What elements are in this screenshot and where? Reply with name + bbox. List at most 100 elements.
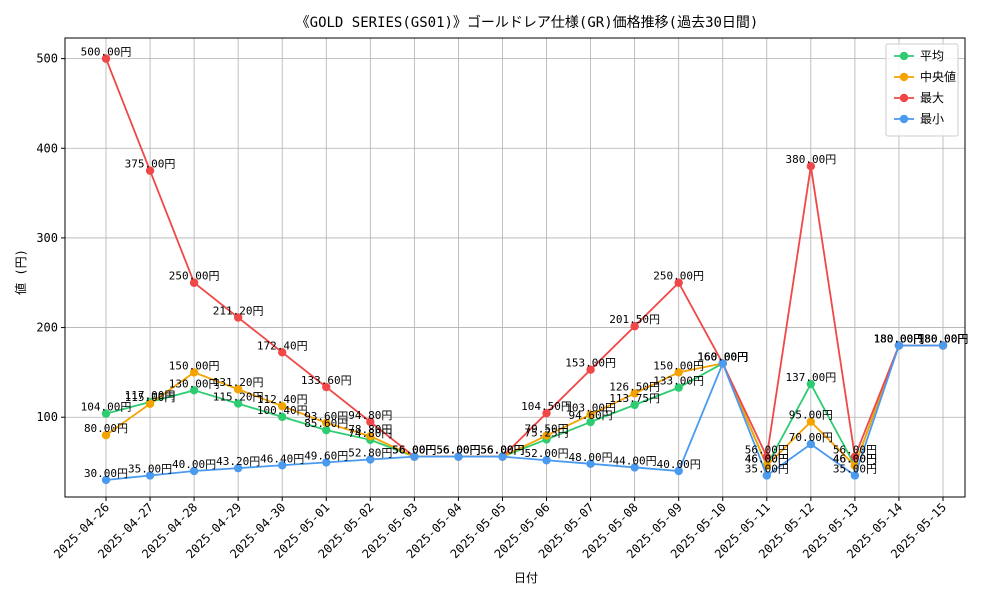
data-label: 104.00円 [81,401,132,414]
data-point [233,399,243,408]
data-point [630,322,639,331]
data-label: 172.40円 [257,339,308,352]
data-point [189,368,199,377]
data-label: 56.00円 [392,444,436,457]
legend-label: 最大 [920,91,944,105]
data-point [322,425,331,435]
y-tick-label: 100 [36,410,58,424]
data-label: 180.00円 [918,332,969,345]
data-label: 35.00円 [833,462,877,475]
data-label: 500.00円 [81,46,132,59]
data-label: 70.00円 [789,431,833,444]
data-label: 85.60円 [304,417,348,430]
data-label: 180.00円 [874,332,925,345]
data-label: 56.00円 [392,444,436,457]
data-label: 56.00円 [436,444,480,457]
data-point [145,471,155,480]
data-label: 94.80円 [348,409,392,422]
y-axis-ticks: 100 200 300 400 500 [36,52,65,424]
data-point [145,166,155,175]
y-tick-label: 500 [36,52,58,66]
data-point [278,348,287,357]
data-point [101,430,111,440]
data-label: 46.00円 [745,453,789,466]
data-label: 56.00円 [392,444,436,457]
data-point [806,417,816,426]
data-label: 46.00円 [745,453,789,466]
data-label: 153.00円 [565,357,616,370]
data-label: 115.00円 [125,391,176,404]
data-label: 117.00円 [125,389,176,402]
data-label: 44.00円 [613,454,657,467]
data-point [454,452,463,461]
data-point [410,452,419,461]
data-label: 79.50円 [524,423,568,436]
data-point [850,471,860,480]
data-label: 94.60円 [569,409,613,422]
data-label: 126.50円 [609,380,660,393]
data-label: 56.00円 [480,444,524,457]
data-point [278,412,287,422]
data-label: 48.00円 [569,451,613,464]
data-point [101,409,111,418]
data-label: 137.00円 [785,371,836,384]
data-point [366,417,375,427]
data-label: 56.00円 [480,444,524,457]
data-point [586,459,595,469]
data-label: 130.00円 [169,377,220,390]
data-point [938,341,948,350]
legend-label: 最小 [920,112,944,126]
data-label: 103.00円 [565,402,616,415]
data-point [806,379,816,389]
data-point [674,383,683,392]
data-label: 52.00円 [524,447,568,460]
series-line-平均 [105,344,943,468]
legend-marker [899,114,909,124]
data-label: 49.60円 [304,449,348,462]
data-label: 180.00円 [874,332,925,345]
legend-marker [899,72,909,82]
data-label: 95.00円 [789,409,833,422]
data-label: 104.50円 [521,400,572,413]
data-point [806,161,816,171]
data-point [674,466,683,476]
data-point [542,456,551,465]
data-point [674,278,683,287]
series-line-中央値 [105,344,943,468]
data-label: 180.00円 [874,332,925,345]
data-point [806,439,816,449]
x-axis-label: 日付 [514,571,538,585]
data-label: 56.00円 [392,444,436,457]
data-label: 160.00円 [697,350,748,363]
data-label: 35.00円 [745,462,789,475]
data-label: 113.75円 [609,392,660,405]
chart-title: 《GOLD SERIES(GS01)》ゴールドレア仕様(GR)価格推移(過去30… [296,14,759,31]
data-label: 78.80円 [348,423,392,436]
legend-label: 中央値 [920,69,956,84]
legend-marker [899,51,909,61]
data-label: 74.80円 [348,427,392,440]
legend-marker [899,93,909,103]
data-labels: 104.00円117.00円130.00円115.20円100.40円85.60… [81,46,969,480]
series-line-最小 [105,344,943,481]
data-point [189,466,199,476]
data-label: 150.00円 [169,359,220,372]
legend-box [885,43,959,137]
data-label: 160.00円 [697,350,748,363]
data-label: 40.00円 [657,458,701,471]
data-point [762,471,771,480]
data-label: 180.00円 [918,332,969,345]
plot-frame [64,37,966,498]
data-point [498,452,507,461]
data-point [630,389,639,398]
y-tick-label: 200 [36,321,58,335]
data-label: 35.00円 [128,462,172,475]
data-label: 112.40円 [257,393,308,406]
data-label: 131.20円 [213,376,264,389]
series-layer [101,54,948,485]
data-point [718,359,727,368]
data-label: 100.40円 [257,404,308,417]
data-label: 56.00円 [833,444,877,457]
series-line-最大 [105,58,943,461]
